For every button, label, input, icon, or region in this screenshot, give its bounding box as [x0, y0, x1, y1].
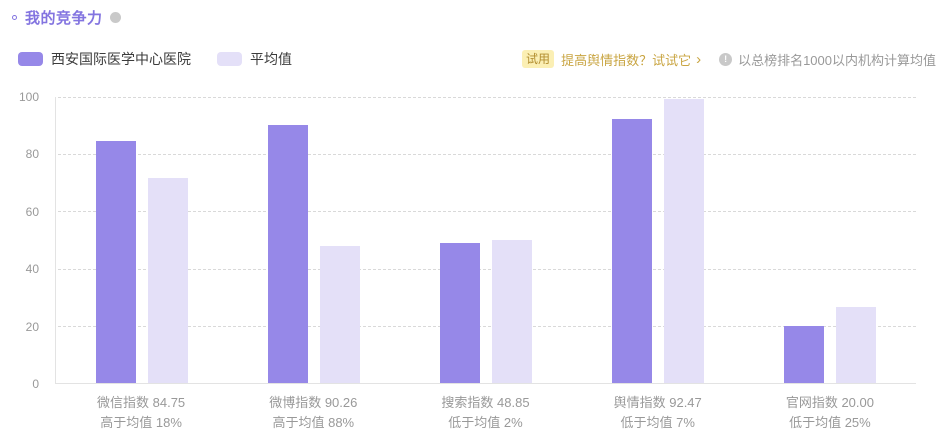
y-axis: 0 20 40 60 80 100	[0, 90, 47, 391]
x-label-line2: 低于均值 25%	[789, 415, 871, 430]
x-label-line2: 高于均值 18%	[100, 415, 182, 430]
average-bar-2[interactable]	[320, 245, 360, 383]
gridline	[58, 268, 916, 270]
average-note-text: 以总榜排名1000以内机构计算均值	[738, 52, 936, 68]
chevron-right-icon: ›	[696, 50, 702, 68]
legend-label-hospital: 西安国际医学中心医院	[51, 51, 191, 67]
average-bar-1[interactable]	[148, 177, 188, 383]
x-label-line2: 高于均值 88%	[272, 415, 355, 430]
page-title: 我的竞争力	[25, 10, 103, 27]
hospital-bar-3[interactable]	[440, 243, 480, 383]
trial-badge: 试用	[522, 50, 555, 68]
improve-sentiment-link-text: 提高舆情指数？试试它	[561, 52, 692, 68]
x-axis-label-4: 舆情指数 92.47 低于均值 7%	[572, 393, 744, 433]
y-tick-label: 40	[25, 262, 39, 277]
title-info-dot-icon[interactable]	[109, 12, 121, 23]
x-label-line1: 微信指数 84.75	[97, 395, 186, 410]
hospital-bar-2[interactable]	[268, 124, 308, 383]
gridline	[58, 97, 916, 98]
y-tick-label: 80	[25, 147, 39, 162]
hospital-bar-4[interactable]	[612, 118, 652, 383]
bar-group-5	[744, 97, 916, 383]
x-label-line1: 舆情指数 92.47	[613, 395, 702, 410]
x-axis-label-5: 官网指数 20.00 低于均值 25%	[744, 393, 916, 433]
bar-group-2	[228, 97, 400, 383]
legend-swatch-average	[217, 52, 242, 66]
x-label-line1: 微博指数 90.26	[269, 395, 358, 410]
gridline	[58, 325, 916, 327]
bar-group-3	[400, 97, 572, 383]
x-label-line2: 低于均值 2%	[448, 415, 523, 430]
x-axis-label-1: 微信指数 84.75 高于均值 18%	[55, 393, 227, 433]
bar-group-1	[56, 97, 228, 383]
bar-chart-plot	[55, 97, 916, 384]
legend-item-average[interactable]: 平均值	[217, 49, 292, 69]
chart-legend: 西安国际医学中心医院 平均值	[18, 49, 292, 69]
hospital-bar-1[interactable]	[96, 140, 136, 383]
x-axis-label-2: 微博指数 90.26 高于均值 88%	[227, 393, 399, 433]
hospital-bar-5[interactable]	[784, 325, 824, 383]
info-icon: !	[719, 52, 733, 66]
average-bar-3[interactable]	[492, 240, 532, 383]
gridline	[58, 154, 916, 156]
title-bullet-icon	[12, 15, 17, 20]
legend-swatch-hospital	[18, 52, 43, 66]
y-tick-label: 100	[18, 90, 39, 104]
y-tick-label: 60	[25, 204, 39, 219]
panel-header: 我的竞争力	[12, 7, 121, 28]
average-bar-4[interactable]	[664, 98, 704, 383]
bar-group-4	[572, 97, 744, 383]
bar-groups	[56, 97, 916, 383]
x-label-line2: 低于均值 7%	[620, 415, 695, 430]
header-tools: 试用 提高舆情指数？试试它 › ! 以总榜排名1000以内机构计算均值	[522, 50, 936, 69]
average-note: ! 以总榜排名1000以内机构计算均值	[719, 50, 936, 69]
gridline	[58, 211, 916, 213]
y-tick-label: 0	[32, 377, 39, 391]
x-label-line1: 官网指数 20.00	[785, 395, 874, 410]
legend-item-hospital[interactable]: 西安国际医学中心医院	[18, 49, 191, 69]
improve-sentiment-link[interactable]: 提高舆情指数？试试它 ›	[561, 50, 701, 69]
average-bar-5[interactable]	[836, 306, 876, 383]
legend-label-average: 平均值	[250, 51, 292, 67]
legend-toolbar-row: 西安国际医学中心医院 平均值 试用 提高舆情指数？试试它 › ! 以总榜排名10…	[18, 47, 936, 71]
x-axis-label-3: 搜索指数 48.85 低于均值 2%	[399, 393, 571, 433]
x-axis-labels: 微信指数 84.75 高于均值 18% 微博指数 90.26 高于均值 88% 搜索指数…	[55, 393, 916, 433]
x-label-line1: 搜索指数 48.85	[441, 395, 530, 410]
y-tick-label: 20	[25, 319, 39, 334]
